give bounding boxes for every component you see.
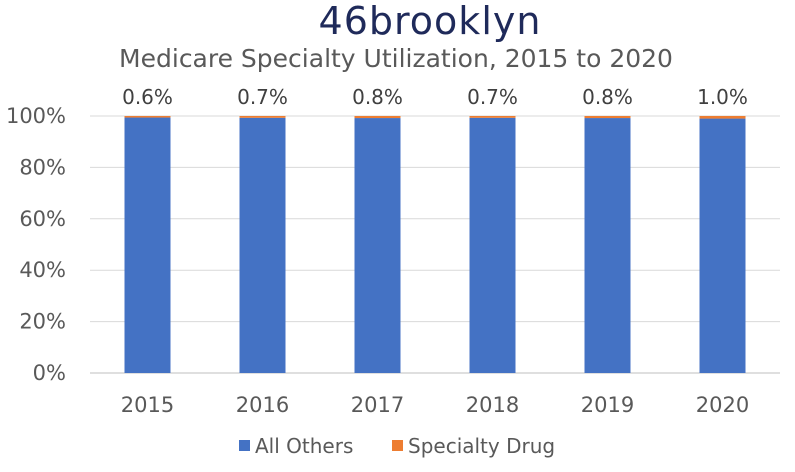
- x-tick-label: 2017: [351, 393, 404, 417]
- x-tick-label: 2018: [466, 393, 519, 417]
- bar-all-others: [124, 117, 171, 374]
- y-tick-label: 100%: [6, 104, 66, 128]
- bar-all-others: [354, 118, 401, 373]
- bars: [124, 116, 746, 374]
- bar-specialty-drug: [469, 116, 516, 118]
- data-label: 0.8%: [582, 85, 633, 109]
- y-axis: 0% 20% 40% 60% 80% 100%: [6, 104, 66, 385]
- data-label: 0.7%: [237, 85, 288, 109]
- y-tick-label: 40%: [19, 258, 66, 282]
- y-tick-label: 80%: [19, 155, 66, 179]
- x-tick-label: 2019: [581, 393, 634, 417]
- gridlines: [90, 115, 780, 374]
- x-tick-label: 2015: [121, 393, 174, 417]
- x-tick-label: 2020: [696, 393, 749, 417]
- data-label: 1.0%: [697, 85, 748, 109]
- y-tick-label: 60%: [19, 207, 66, 231]
- data-label: 0.7%: [467, 85, 518, 109]
- legend-swatch-all-others: [239, 440, 250, 451]
- bar-specialty-drug: [584, 116, 631, 119]
- data-label: 0.6%: [122, 85, 173, 109]
- legend-label-all-others: All Others: [255, 434, 353, 458]
- y-tick-label: 0%: [33, 361, 66, 385]
- bar-all-others: [699, 118, 746, 373]
- legend: All Others Specialty Drug: [239, 434, 555, 458]
- y-tick-label: 20%: [19, 310, 66, 334]
- bar-specialty-drug: [239, 116, 286, 118]
- bar-specialty-drug: [354, 116, 401, 119]
- bar-specialty-drug: [124, 116, 171, 118]
- bar-all-others: [469, 117, 516, 373]
- legend-swatch-specialty-drug: [392, 440, 403, 451]
- bar-all-others: [239, 117, 286, 373]
- bar-all-others: [584, 118, 631, 373]
- brand-logo: 46brooklyn: [319, 0, 542, 43]
- x-axis: 2015 2016 2017 2018 2019 2020: [121, 393, 749, 417]
- legend-label-specialty-drug: Specialty Drug: [408, 434, 555, 458]
- x-tick-label: 2016: [236, 393, 289, 417]
- bar-specialty-drug: [699, 116, 746, 119]
- data-labels: 0.6% 0.7% 0.8% 0.7% 0.8% 1.0%: [122, 85, 748, 109]
- data-label: 0.8%: [352, 85, 403, 109]
- chart-title: Medicare Specialty Utilization, 2015 to …: [119, 44, 673, 73]
